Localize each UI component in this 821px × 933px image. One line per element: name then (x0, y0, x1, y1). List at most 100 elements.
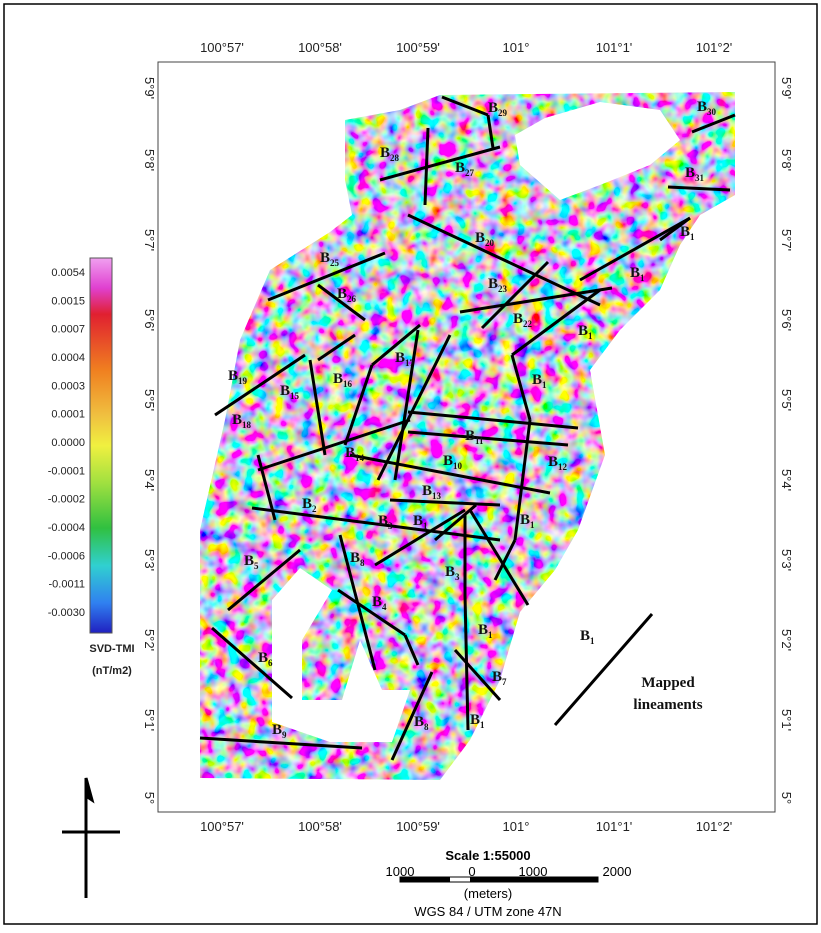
lineament-letter: B (232, 412, 242, 428)
lineament-sub: 9 (282, 730, 287, 740)
lineament-sub: 1 (640, 273, 645, 283)
right-lat-label: 5°5' (779, 389, 794, 411)
lineament-letter: B (492, 669, 502, 685)
bottom-lon-label: 101° (503, 819, 530, 834)
lineament-sub: 8 (424, 722, 429, 732)
top-lon-label: 100°57' (200, 40, 244, 55)
legend-letter: B (580, 628, 590, 644)
lineament-letter: B (378, 513, 388, 529)
right-lat-label: 5°2' (779, 629, 794, 651)
colorbar-label: -0.0006 (48, 550, 85, 562)
left-lat-label: 5°7' (142, 229, 157, 251)
left-lat-label: 5° (142, 792, 157, 804)
lineament-sub: 3 (455, 572, 460, 582)
lineament-sub: 1 (542, 380, 547, 390)
scale-tick: 1000 (386, 864, 415, 879)
colorbar-label: -0.0002 (48, 494, 85, 506)
lineament-label: B9 (272, 722, 287, 740)
right-lat-label: 5°7' (779, 229, 794, 251)
lineament-sub: 27 (465, 168, 475, 178)
colorbar-title: SVD-TMI (89, 643, 134, 655)
lineament-letter: B (455, 160, 465, 176)
lineament-sub: 13 (432, 491, 442, 501)
lineament-sub: 18 (242, 420, 252, 430)
lineament-sub: 15 (290, 391, 300, 401)
north-arrow (62, 778, 120, 898)
colorbar-label: -0.0011 (49, 579, 86, 591)
lineament-sub: 14 (355, 453, 365, 463)
lineament-label: B1 (470, 712, 485, 730)
lineament-sub: 1 (423, 521, 428, 531)
lineament-letter: B (228, 368, 238, 384)
lineament-sub: 19 (238, 376, 248, 386)
lineament-sub: 25 (330, 258, 340, 268)
scale-tick: 1000 (519, 864, 548, 879)
lineament-letter: B (413, 513, 423, 529)
lineament-letter: B (258, 650, 268, 666)
right-lat-label: 5° (779, 792, 794, 804)
lineament-letter: B (272, 722, 282, 738)
colorbar-label: 0.0007 (51, 324, 85, 336)
right-lat-label: 5°4' (779, 469, 794, 491)
lineament-letter: B (685, 165, 695, 181)
top-lon-label: 100°59' (396, 40, 440, 55)
colorbar-label: -0.0001 (48, 465, 85, 477)
left-lat-label: 5°2' (142, 629, 157, 651)
legend-text: lineaments (633, 697, 702, 713)
lineament-letter: B (244, 553, 254, 569)
lineament-letter: B (422, 483, 432, 499)
lineament-sub: 26 (347, 294, 357, 304)
lineament-letter: B (520, 512, 530, 528)
map-figure: SVD-TMI (nT/m2) Scale 1:55000 (meters) W… (0, 0, 821, 928)
lineament-letter: B (380, 145, 390, 161)
lineament-sub: 4 (382, 602, 387, 612)
lineament-letter: B (443, 453, 453, 469)
right-lat-label: 5°3' (779, 549, 794, 571)
projection: WGS 84 / UTM zone 47N (414, 904, 561, 919)
lineament-letter: B (320, 250, 330, 266)
lineament-sub: 22 (523, 319, 533, 329)
lineament-sub: 1 (480, 720, 485, 730)
lineament-letter: B (470, 712, 480, 728)
lineament-letter: B (532, 372, 542, 388)
left-lat-label: 5°9' (142, 77, 157, 99)
top-lon-label: 101°2' (696, 40, 733, 55)
bottom-lon-label: 100°58' (298, 819, 342, 834)
lineament-sub: 8 (360, 558, 365, 568)
lineament-sub: 1 (530, 520, 535, 530)
lineament-letter: B (302, 496, 312, 512)
lineament-letter: B (414, 714, 424, 730)
lineament-sub: 28 (390, 153, 400, 163)
lineament-sub: 2 (312, 504, 317, 514)
lineament-letter: B (395, 350, 405, 366)
lineament-letter: B (280, 383, 290, 399)
left-lat-label: 5°4' (142, 469, 157, 491)
lineament-letter: B (680, 224, 690, 240)
colorbar-label: 0.0000 (51, 437, 85, 449)
lineament-sub: 6 (268, 658, 273, 668)
lineament-sub: 10 (453, 461, 463, 471)
top-lon-label: 101°1' (596, 40, 633, 55)
lineament-letter: B (350, 550, 360, 566)
bottom-lon-label: 101°1' (596, 819, 633, 834)
scale-tick: 2000 (603, 864, 632, 879)
left-lat-label: 5°6' (142, 309, 157, 331)
bottom-lon-label: 100°57' (200, 819, 244, 834)
lineament-sub: 12 (558, 462, 568, 472)
top-lon-label: 100°58' (298, 40, 342, 55)
lineament-letter: B (475, 230, 485, 246)
lineament-letter: B (488, 100, 498, 116)
colorbar-label: 0.0001 (51, 409, 85, 421)
lineament-letter: B (630, 265, 640, 281)
lineament-label: B1 (680, 224, 695, 242)
lineament-letter: B (465, 428, 475, 444)
right-lat-label: 5°9' (779, 77, 794, 99)
colorbar (90, 258, 112, 633)
lineament-letter: B (337, 286, 347, 302)
lineament-sub: 1 (690, 232, 695, 242)
top-lon-label: 101° (503, 40, 530, 55)
colorbar-label: 0.0003 (51, 380, 85, 392)
legend-sub: 1 (590, 636, 595, 646)
right-lat-label: 5°1' (779, 709, 794, 731)
lineament-sub: 30 (707, 107, 717, 117)
